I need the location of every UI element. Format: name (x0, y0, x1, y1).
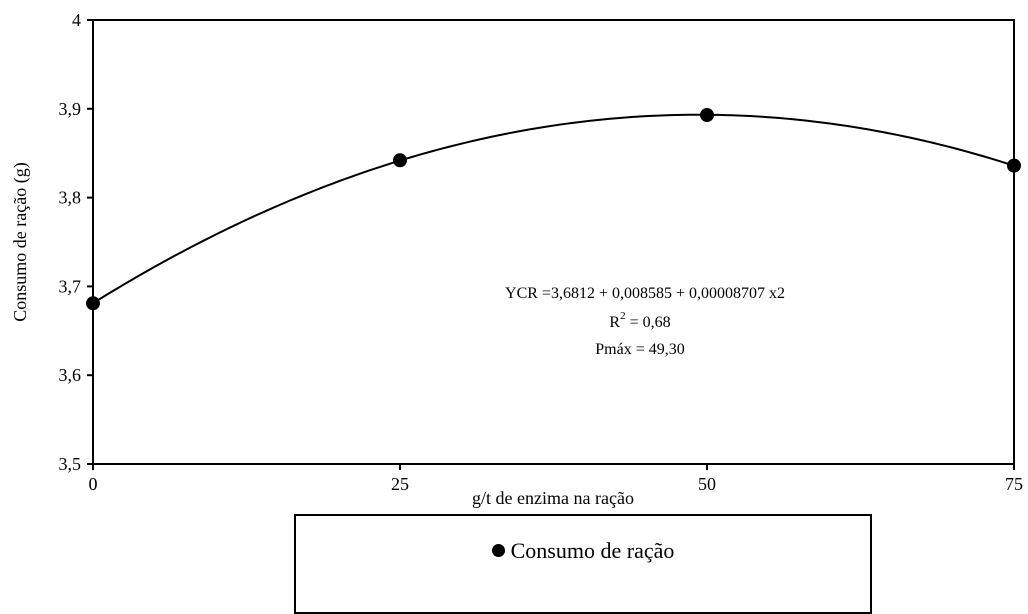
equation-annotation: YCR =3,6812 + 0,008585 + 0,00008707 x2 (505, 285, 785, 302)
trend-curve-group (92, 113, 1015, 305)
y-tick-label: 3,5 (59, 454, 82, 474)
x-tick-label: 50 (698, 474, 716, 494)
plot-frame (92, 19, 1015, 465)
y-tick-label: 3,8 (59, 188, 82, 208)
y-axis-label: Consumo de ração (g) (10, 162, 31, 321)
data-point (86, 296, 100, 311)
r-squared-annotation: R2 = 0,68 (609, 310, 670, 331)
legend-entry: Consumo de ração (296, 538, 870, 564)
y-axis-ticks: 3,5 3,6 3,7 3,8 3,9 4 (59, 10, 93, 474)
x-tick-label: 0 (89, 474, 98, 494)
chart-area: 3,5 3,6 3,7 3,8 3,9 4 0 25 50 75 Consumo de raçã… (10, 10, 1023, 508)
legend: Consumo de ração (294, 514, 872, 614)
pmax-annotation: Pmáx = 49,30 (595, 341, 684, 358)
trend-curve (92, 113, 1015, 305)
y-tick-label: 4 (72, 10, 81, 30)
r-squared-superscript: 2 (620, 310, 626, 322)
legend-marker-icon (491, 544, 505, 557)
r-squared-label: R (609, 314, 620, 331)
y-tick-label: 3,7 (59, 276, 82, 296)
x-tick-label: 25 (391, 474, 409, 494)
data-point (1007, 158, 1021, 173)
y-tick-label: 3,6 (59, 365, 82, 385)
data-point (700, 108, 714, 123)
x-tick-label: 75 (1005, 474, 1023, 494)
r-squared-value: = 0,68 (626, 314, 671, 331)
x-axis-label: g/t de enzima na ração (472, 488, 634, 508)
data-points-group (86, 108, 1021, 311)
x-axis-ticks: 0 25 50 75 (89, 464, 1023, 494)
y-tick-label: 3,9 (59, 99, 82, 119)
plot-border (92, 19, 1015, 465)
legend-label: Consumo de ração (510, 538, 675, 563)
data-point (393, 153, 407, 168)
